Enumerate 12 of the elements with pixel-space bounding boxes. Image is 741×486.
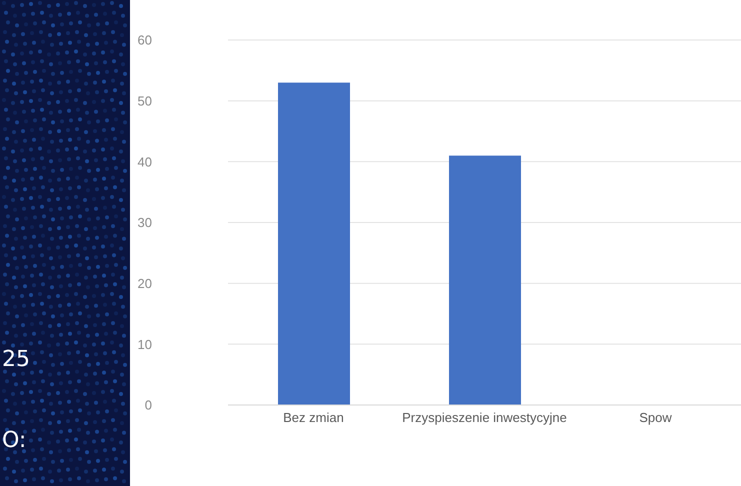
y-tick-label: 40 xyxy=(138,154,152,170)
y-tick-label: 50 xyxy=(138,93,152,108)
y-tick-label: 0 xyxy=(144,398,152,413)
y-tick-label: 10 xyxy=(138,336,152,352)
y-tick-label: 60 xyxy=(138,32,152,48)
x-tick-label: Przyspieszenie inwestycyjne xyxy=(402,410,567,426)
y-tick-label: 20 xyxy=(138,276,152,291)
x-tick-label: Bez zmian xyxy=(283,410,344,426)
y-tick-label: 30 xyxy=(138,215,152,230)
text: 25 xyxy=(2,347,30,373)
text: O: xyxy=(2,428,26,454)
x-tick-label: Spow xyxy=(639,410,672,426)
